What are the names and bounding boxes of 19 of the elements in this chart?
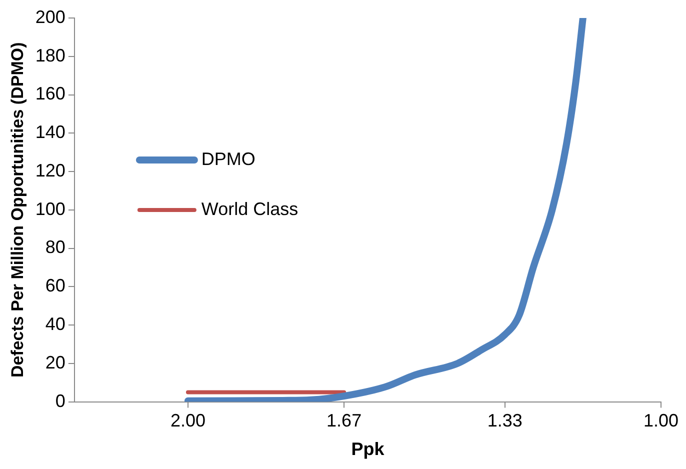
x-tick-label: 1.33 [487, 410, 522, 431]
x-tick-label: 1.67 [326, 410, 362, 431]
y-axis-title: Defects Per Million Opportunities (DPMO) [8, 42, 27, 378]
legend-label: DPMO [201, 148, 256, 169]
y-tick-label: 120 [35, 160, 66, 180]
y-tick-label: 160 [35, 84, 66, 104]
y-tick-label: 40 [45, 314, 66, 334]
x-tick-label: 2.00 [170, 410, 206, 431]
y-tick-label: 200 [35, 6, 66, 27]
legend-label: World Class [201, 198, 298, 219]
y-tick-label: 80 [45, 237, 66, 258]
y-tick-label: 20 [45, 352, 66, 372]
y-tick-label: 140 [35, 122, 66, 142]
y-tick-label: 180 [35, 45, 66, 66]
x-axis-title: Ppk [351, 439, 386, 460]
x-tick-label: 1.00 [643, 410, 679, 431]
y-tick-label: 0 [55, 390, 66, 411]
y-tick-label: 100 [35, 198, 66, 219]
y-tick-label: 60 [45, 276, 66, 296]
